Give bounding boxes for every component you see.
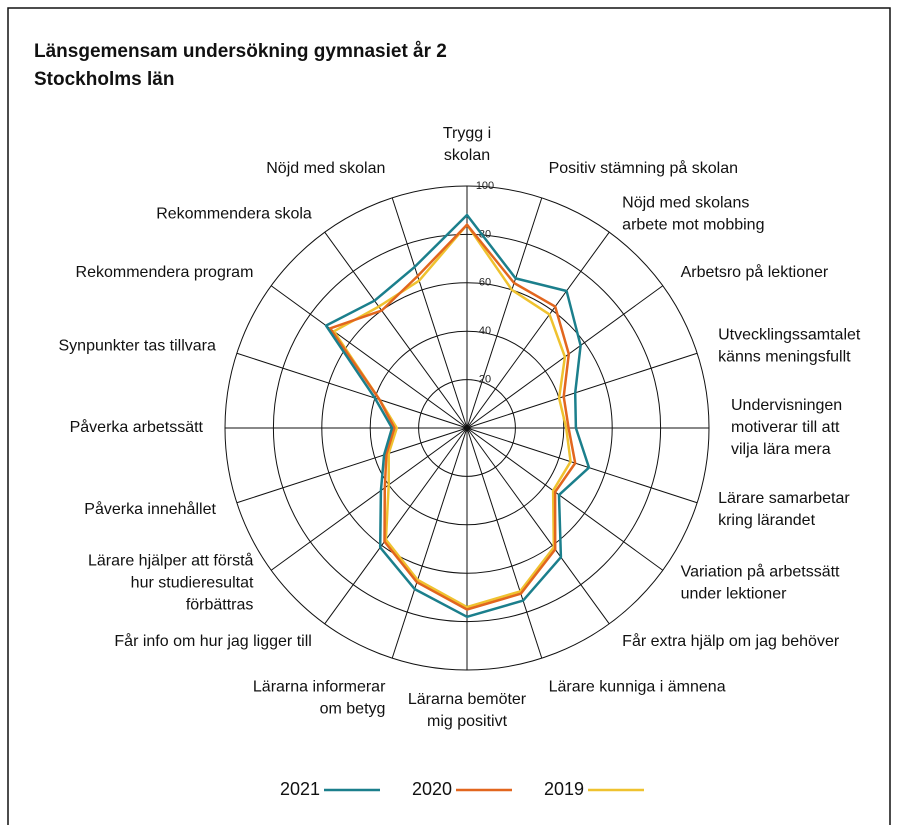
axis-label: Rekommendera skola <box>156 206 312 223</box>
axis-label-line: Rekommendera program <box>76 264 254 281</box>
axis-label-line: Lärare hjälper att förstå <box>88 551 254 569</box>
tick-label: 40 <box>479 325 491 337</box>
tick-label: 100 <box>476 180 494 192</box>
axis-label-line: under lektioner <box>681 585 788 602</box>
spoke <box>270 427 468 571</box>
axis-label-line: Påverka arbetssätt <box>70 418 204 436</box>
axis-label-line: Utvecklingssamtalet <box>718 327 861 344</box>
axis-label-line: Undervisningen <box>731 397 842 414</box>
axis-label-line: Påverka innehållet <box>84 500 216 518</box>
series-line <box>328 223 577 611</box>
axis-label: Variation på arbetssätt under lektioner <box>681 562 840 602</box>
spoke <box>391 197 468 429</box>
spoke <box>324 231 468 429</box>
axis-label-line: arbete mot mobbing <box>622 217 764 234</box>
spoke <box>466 427 664 571</box>
chart-title: Länsgemensam undersökning gymnasiet år 2 <box>34 41 447 62</box>
axis-label-line: Synpunkter tas tillvara <box>59 338 217 355</box>
axis-label: Nöjd med skolans arbete mot mobbing <box>622 195 764 234</box>
axis-label-line: hur studieresultat <box>131 574 254 591</box>
spoke <box>270 285 468 429</box>
frame <box>7 7 891 825</box>
axis-label-line: Arbetsro på lektioner <box>681 263 829 281</box>
tick-label: 80 <box>479 228 491 240</box>
spoke <box>466 352 698 429</box>
axis-label-line: Lärarna informerar <box>253 678 386 695</box>
axis-label: Positiv stämning på skolan <box>549 159 738 177</box>
tick-label: 60 <box>479 277 491 289</box>
axis-label: Lärare hjälper att förstå hur studieresul… <box>88 551 254 613</box>
chart-subtitle: Stockholms län <box>34 69 174 90</box>
spoke <box>466 197 543 429</box>
axis-label: Får extra hjälp om jag behöver <box>622 632 840 650</box>
axis-label: Får info om hur jag ligger till <box>114 632 311 650</box>
axis-label: Rekommendera program <box>76 264 254 281</box>
legend-label: 2019 <box>544 779 584 799</box>
tick-label: 20 <box>479 374 491 386</box>
axis-label-line: mig positivt <box>427 713 508 730</box>
axis-label-line: Rekommendera skola <box>156 206 312 223</box>
spoke <box>236 427 468 504</box>
spoke <box>466 231 610 429</box>
spoke <box>466 427 610 625</box>
axis-label: Utvecklingssamtalet känns meningsfullt <box>718 327 861 366</box>
axis-label: Arbetsro på lektioner <box>681 263 829 281</box>
axis-label: Påverka innehållet <box>84 500 216 518</box>
axis-label-line: kring lärandet <box>718 512 816 529</box>
axis-label-line: Nöjd med skolans <box>622 195 749 212</box>
axis-label: Lärarna informerar om betyg <box>253 678 386 717</box>
axis-label: Lärare kunniga i ämnena <box>549 678 726 695</box>
axis-label-line: vilja lära mera <box>731 441 831 458</box>
axis-label-line: Nöjd med skolan <box>266 160 385 177</box>
axis-label-line: skolan <box>444 147 490 164</box>
axis-label: Trygg i skolan <box>443 125 491 164</box>
axis-label-line: Trygg i <box>443 125 491 142</box>
spoke <box>391 427 468 659</box>
axis-label: Lärarna bemöter mig positivt <box>408 691 527 730</box>
axis-label-line: känns meningsfullt <box>718 349 851 366</box>
legend-label: 2021 <box>280 779 320 799</box>
axis-label: Nöjd med skolan <box>266 160 385 177</box>
legend-label: 2020 <box>412 779 452 799</box>
axis-label-line: Variation på arbetssätt <box>681 562 840 580</box>
axis-label-line: Lärare samarbetar <box>718 490 850 507</box>
spoke <box>466 427 543 659</box>
series-line <box>324 213 591 619</box>
axis-label-line: Får info om hur jag ligger till <box>114 632 311 650</box>
axis-label-line: Får extra hjälp om jag behöver <box>622 632 840 650</box>
spoke <box>236 352 468 429</box>
axis-label-line: om betyg <box>320 700 386 717</box>
spoke <box>324 427 468 625</box>
axis-label-line: motiverar till att <box>731 419 840 436</box>
axis-label: Undervisningen motiverar till att vilja lä… <box>731 397 842 458</box>
axis-label: Synpunkter tas tillvara <box>59 338 217 355</box>
axis-label-line: Lärarna bemöter <box>408 691 527 708</box>
axis-label-line: Lärare kunniga i ämnena <box>549 678 726 695</box>
axis-label: Lärare samarbetar kring lärandet <box>718 490 850 529</box>
axis-label-line: förbättras <box>186 596 254 613</box>
axis-label-line: Positiv stämning på skolan <box>549 159 738 177</box>
spoke <box>466 427 698 504</box>
axis-label: Påverka arbetssätt <box>70 418 204 436</box>
